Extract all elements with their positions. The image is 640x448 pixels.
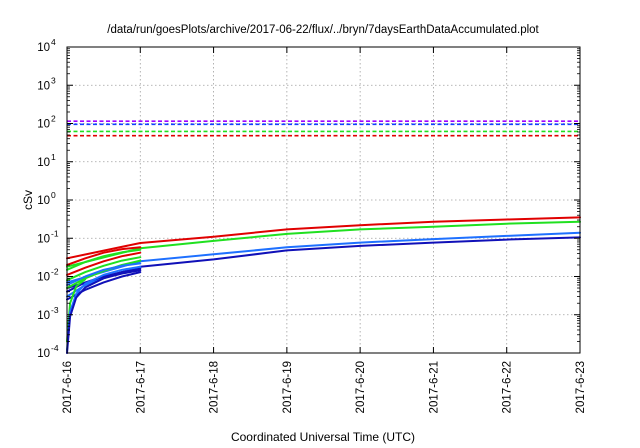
series-line xyxy=(66,256,142,282)
x-tick-label: 2017-6-23 xyxy=(575,361,587,413)
y-tick-label-base: 10 xyxy=(37,233,50,245)
x-tick-label: 2017-6-18 xyxy=(209,361,221,413)
series-line xyxy=(66,251,142,276)
x-tick-label: 2017-6-19 xyxy=(282,361,294,413)
y-tick-label-exponent: 1 xyxy=(51,152,56,162)
threshold-lines xyxy=(67,120,580,137)
series-line xyxy=(66,216,581,260)
y-tick-label-exponent: 2 xyxy=(51,114,56,124)
x-tick-label: 2017-6-22 xyxy=(502,361,514,413)
x-tick-labels: 2017-6-16 2017-6-17 2017-6-18 2017-6-19 2017… xyxy=(62,361,587,413)
y-tick-label-base: 10 xyxy=(37,348,50,360)
x-axis-label: Coordinated Universal Time (UTC) xyxy=(231,430,415,444)
series-line xyxy=(66,267,142,293)
x-tick-label: 2017-6-21 xyxy=(428,361,440,413)
y-tick-label: 10 -3 xyxy=(37,305,59,322)
axis-ticks xyxy=(66,46,581,354)
y-tick-label-base: 10 xyxy=(37,119,50,131)
y-tick-label-exponent: -4 xyxy=(51,343,59,353)
y-tick-label-exponent: 0 xyxy=(51,190,56,200)
x-tick-label: 2017-6-20 xyxy=(355,361,367,413)
series-lines xyxy=(66,216,581,354)
series-line xyxy=(66,220,581,268)
y-tick-label-base: 10 xyxy=(37,195,50,207)
series-line xyxy=(66,265,142,351)
y-tick-label-base: 10 xyxy=(37,157,50,169)
series-line xyxy=(66,269,142,354)
y-axis-label: cSv xyxy=(21,190,35,210)
y-tick-label-exponent: -1 xyxy=(51,228,59,238)
x-tick-label: 2017-6-16 xyxy=(62,361,74,413)
y-tick-label: 10 -4 xyxy=(37,343,59,360)
chart-title: /data/run/goesPlots/archive/2017-06-22/f… xyxy=(107,24,539,36)
x-tick-label: 2017-6-17 xyxy=(135,361,147,413)
series-line xyxy=(66,231,581,284)
y-tick-label-exponent: -2 xyxy=(51,267,59,277)
y-tick-label-exponent: 3 xyxy=(51,75,56,85)
series-line xyxy=(66,236,581,289)
y-tick-label-base: 10 xyxy=(37,80,50,92)
y-tick-label-base: 10 xyxy=(37,42,50,54)
y-tick-label: 10 0 xyxy=(37,190,56,207)
y-tick-label: 10 1 xyxy=(37,152,56,169)
y-tick-label: 10 -1 xyxy=(37,228,59,245)
grid xyxy=(67,47,580,353)
y-tick-label: 10 4 xyxy=(37,37,56,54)
series-line xyxy=(66,262,142,286)
series-line xyxy=(66,246,142,266)
y-tick-label-base: 10 xyxy=(37,272,50,284)
y-tick-label-base: 10 xyxy=(37,310,50,322)
series-line xyxy=(66,259,142,289)
y-tick-label: 10 -2 xyxy=(37,267,59,284)
y-tick-label: 10 2 xyxy=(37,114,56,131)
series-line xyxy=(66,248,142,271)
y-tick-label: 10 3 xyxy=(37,75,56,92)
y-tick-label-exponent: 4 xyxy=(51,37,56,47)
y-tick-label-exponent: -3 xyxy=(51,305,59,315)
